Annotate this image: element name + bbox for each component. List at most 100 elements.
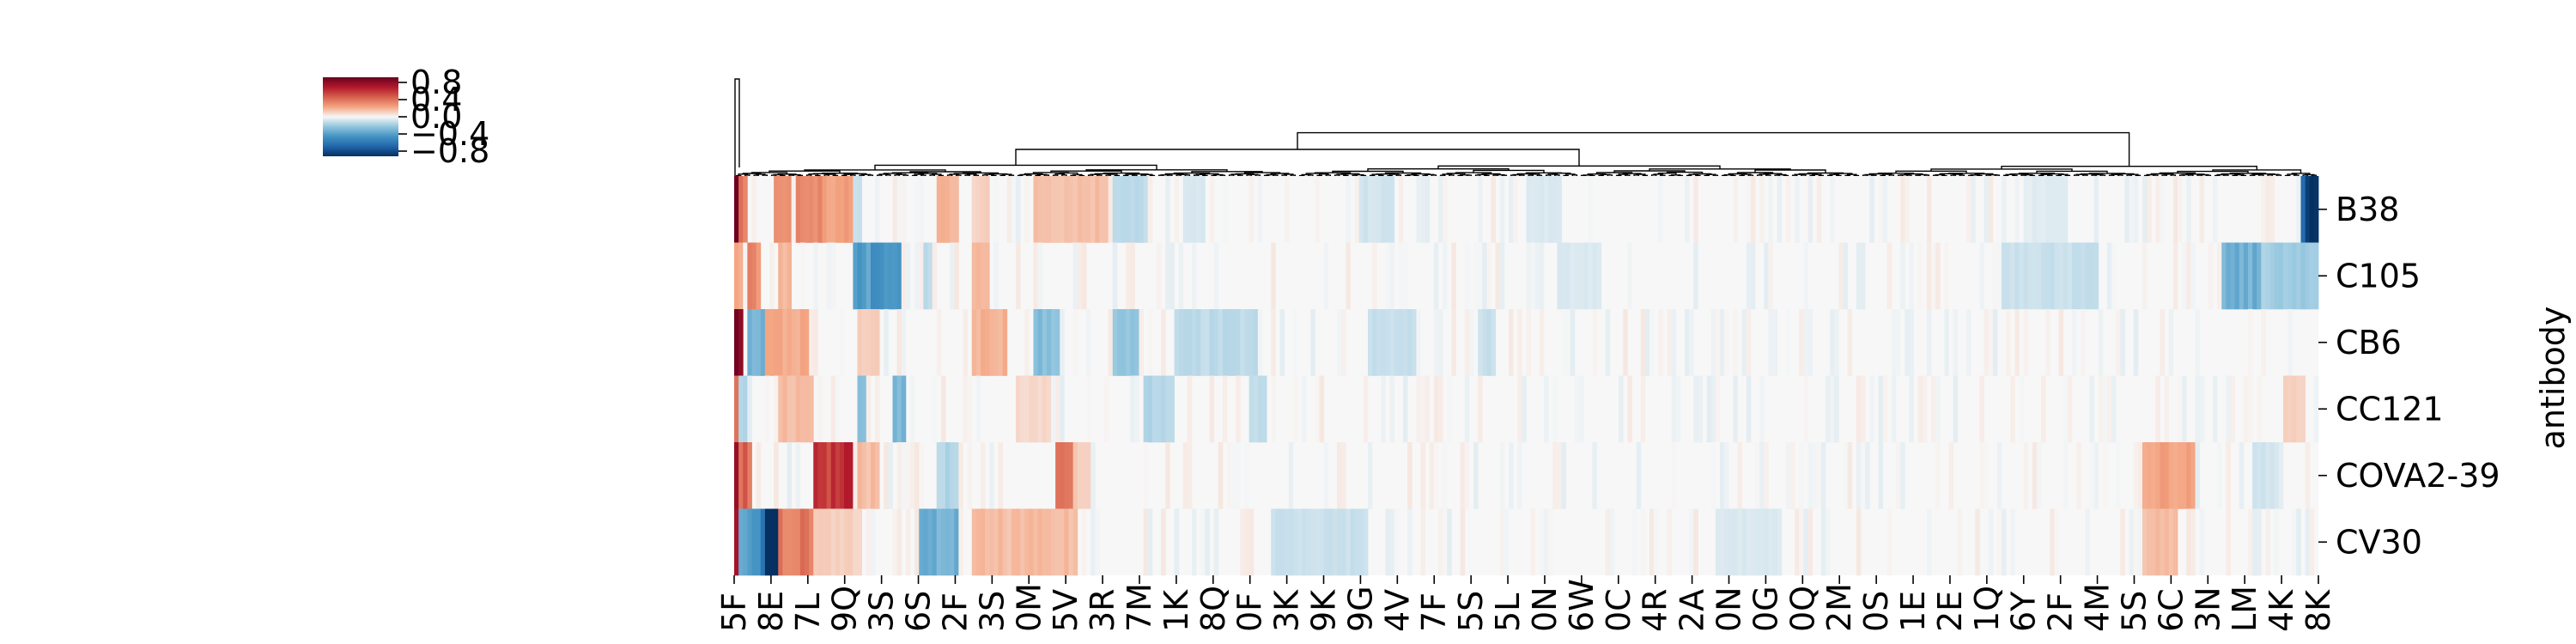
- heatmap-cell: [1909, 242, 1914, 310]
- heatmap-cell: [1011, 176, 1017, 243]
- heatmap-cell: [2172, 508, 2178, 576]
- heatmap-cell: [1060, 309, 1065, 376]
- heatmap-cell: [1992, 242, 1998, 310]
- heatmap-cell: [769, 508, 775, 576]
- dendrogram-branch: [2082, 174, 2088, 176]
- dendrogram-branch: [2232, 174, 2238, 177]
- dendrogram-branch: [2293, 174, 2300, 176]
- heatmap-cell: [1147, 508, 1153, 576]
- heatmap-cell: [2305, 176, 2311, 243]
- heatmap-cell: [1016, 508, 1021, 576]
- heatmap-cell: [1363, 176, 1369, 243]
- heatmap-cell: [2129, 508, 2135, 576]
- heatmap-cell: [738, 242, 744, 310]
- heatmap-cell: [769, 309, 775, 376]
- heatmap-cell: [875, 309, 880, 376]
- heatmap-cell: [2142, 176, 2148, 243]
- heatmap-cell: [2213, 375, 2218, 443]
- heatmap-cell: [2151, 442, 2156, 509]
- heatmap-cell: [985, 242, 990, 310]
- heatmap-cell: [1046, 309, 1052, 376]
- heatmap-cell: [1055, 375, 1060, 443]
- heatmap-cell: [945, 508, 951, 576]
- heatmap-cell: [835, 375, 841, 443]
- heatmap-cell: [1103, 375, 1109, 443]
- heatmap-cell: [2287, 375, 2293, 443]
- heatmap-cell: [981, 508, 986, 576]
- heatmap-grid: [734, 176, 2319, 576]
- heatmap-cell: [1420, 375, 1426, 443]
- heatmap-cell: [778, 508, 783, 576]
- dendrogram-branch: [2214, 174, 2221, 177]
- heatmap-cell: [989, 508, 994, 576]
- dendrogram-branch: [1484, 174, 1490, 176]
- heatmap-cell: [2172, 242, 2178, 310]
- heatmap-cell: [1081, 242, 1087, 310]
- heatmap-cell: [2133, 442, 2139, 509]
- heatmap-cell: [967, 442, 973, 509]
- heatmap-cell: [2076, 242, 2081, 310]
- heatmap-cell: [1799, 309, 1804, 376]
- heatmap-cell: [822, 442, 828, 509]
- heatmap-cell: [1016, 242, 1021, 310]
- heatmap-cell: [2172, 442, 2178, 509]
- heatmap-cell: [805, 375, 810, 443]
- column-tick-label: 5S: [1452, 591, 1490, 632]
- column-tick-label: 9K: [1305, 589, 1343, 632]
- heatmap-cell: [1407, 309, 1413, 376]
- heatmap-cell: [1011, 508, 1017, 576]
- dendrogram-branch: [1970, 174, 1981, 176]
- heatmap-cell: [1433, 375, 1439, 443]
- dendrogram-branch: [1017, 174, 1024, 176]
- heatmap-cell: [1429, 442, 1435, 509]
- heatmap-cell: [1909, 309, 1914, 376]
- column-tick-label: 0Q: [1783, 586, 1821, 632]
- heatmap-cell: [1116, 176, 1122, 243]
- heatmap-cell: [940, 375, 946, 443]
- heatmap-cell: [1886, 242, 1893, 310]
- colorbar-tick-label: 0.4: [410, 81, 462, 118]
- heatmap-cell: [1209, 176, 1215, 243]
- column-tick-label: 6Y: [2005, 591, 2043, 632]
- heatmap-cell: [1143, 375, 1149, 443]
- heatmap-cell: [1372, 176, 1377, 243]
- heatmap-cell: [1685, 176, 1690, 243]
- heatmap-cell: [1165, 375, 1170, 443]
- heatmap-cell: [2160, 176, 2166, 243]
- dendrogram-branch: [956, 174, 962, 176]
- heatmap-cell: [1271, 242, 1276, 310]
- heatmap-cell: [1534, 176, 1540, 243]
- dendrogram-branch: [1510, 174, 1516, 176]
- heatmap-cell: [1358, 176, 1364, 243]
- row-tick-label: C105: [2336, 257, 2421, 295]
- heatmap-cell: [2243, 242, 2249, 310]
- heatmap-cell: [1341, 309, 1346, 376]
- heatmap-cell: [1095, 176, 1100, 243]
- heatmap-cell: [1534, 242, 1540, 310]
- heatmap-cell: [760, 508, 766, 576]
- heatmap-cell: [1077, 442, 1083, 509]
- heatmap-cell: [1398, 176, 1404, 243]
- heatmap-cell: [774, 309, 779, 376]
- heatmap-cell: [1068, 442, 1074, 509]
- heatmap-cell: [1192, 176, 1197, 243]
- dendrogram-branch: [1818, 174, 1825, 177]
- dendrogram-branch: [1747, 174, 1754, 176]
- dendrogram-branch: [1297, 131, 2130, 167]
- dendrogram-branch: [1723, 174, 1735, 176]
- heatmap-cell: [1218, 309, 1224, 376]
- heatmap-cell: [963, 309, 969, 376]
- heatmap-cell: [993, 242, 999, 310]
- heatmap-cell: [2063, 242, 2069, 310]
- heatmap-cell: [1130, 242, 1135, 310]
- dendrogram-branch: [920, 174, 927, 176]
- heatmap-cell: [1759, 508, 1765, 576]
- heatmap-cell: [2081, 309, 2086, 376]
- heatmap-cell: [738, 375, 744, 443]
- column-tick-label: 0F: [1231, 592, 1269, 632]
- heatmap-cell: [1037, 176, 1043, 243]
- dendrogram-branch: [1783, 174, 1789, 177]
- heatmap-cell: [1420, 442, 1426, 509]
- dendrogram-branch: [1177, 173, 1188, 175]
- heatmap-cell: [1288, 442, 1294, 509]
